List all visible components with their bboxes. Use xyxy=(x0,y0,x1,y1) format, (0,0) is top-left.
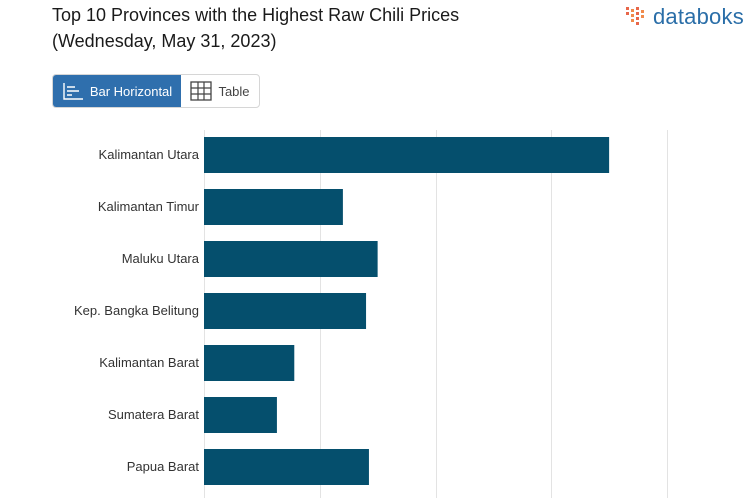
chart-subtitle: (Wednesday, May 31, 2023) xyxy=(52,31,277,51)
bar-horizontal-button[interactable]: Bar Horizontal xyxy=(53,75,181,107)
brand-logo: databoks xyxy=(625,4,744,30)
table-button[interactable]: Table xyxy=(181,75,259,107)
category-label: Sumatera Barat xyxy=(108,407,199,422)
chart-title: Top 10 Provinces with the Highest Raw Ch… xyxy=(52,2,572,54)
category-label: Maluku Utara xyxy=(122,251,200,266)
bar[interactable] xyxy=(204,137,610,173)
brand-name: databoks xyxy=(653,4,744,29)
view-toggle: Bar Horizontal Table xyxy=(52,74,260,108)
bar-chart-icon xyxy=(63,83,83,100)
bar[interactable] xyxy=(204,397,277,433)
bar[interactable] xyxy=(204,449,369,485)
category-label: Papua Barat xyxy=(127,459,200,474)
databoks-logo-icon xyxy=(626,7,644,25)
category-label: Kalimantan Utara xyxy=(99,147,200,162)
table-grid-icon xyxy=(190,81,213,101)
category-label: Kep. Bangka Belitung xyxy=(74,303,199,318)
category-label: Kalimantan Barat xyxy=(99,355,199,370)
table-label: Table xyxy=(218,83,250,99)
bar[interactable] xyxy=(204,345,295,381)
bar[interactable] xyxy=(204,241,378,277)
bar[interactable] xyxy=(204,189,343,225)
bar[interactable] xyxy=(204,293,367,329)
bar-horizontal-label: Bar Horizontal xyxy=(89,83,173,99)
category-label: Kalimantan Timur xyxy=(98,199,200,214)
chart-title-line1: Top 10 Provinces with the Highest Raw Ch… xyxy=(52,5,460,25)
